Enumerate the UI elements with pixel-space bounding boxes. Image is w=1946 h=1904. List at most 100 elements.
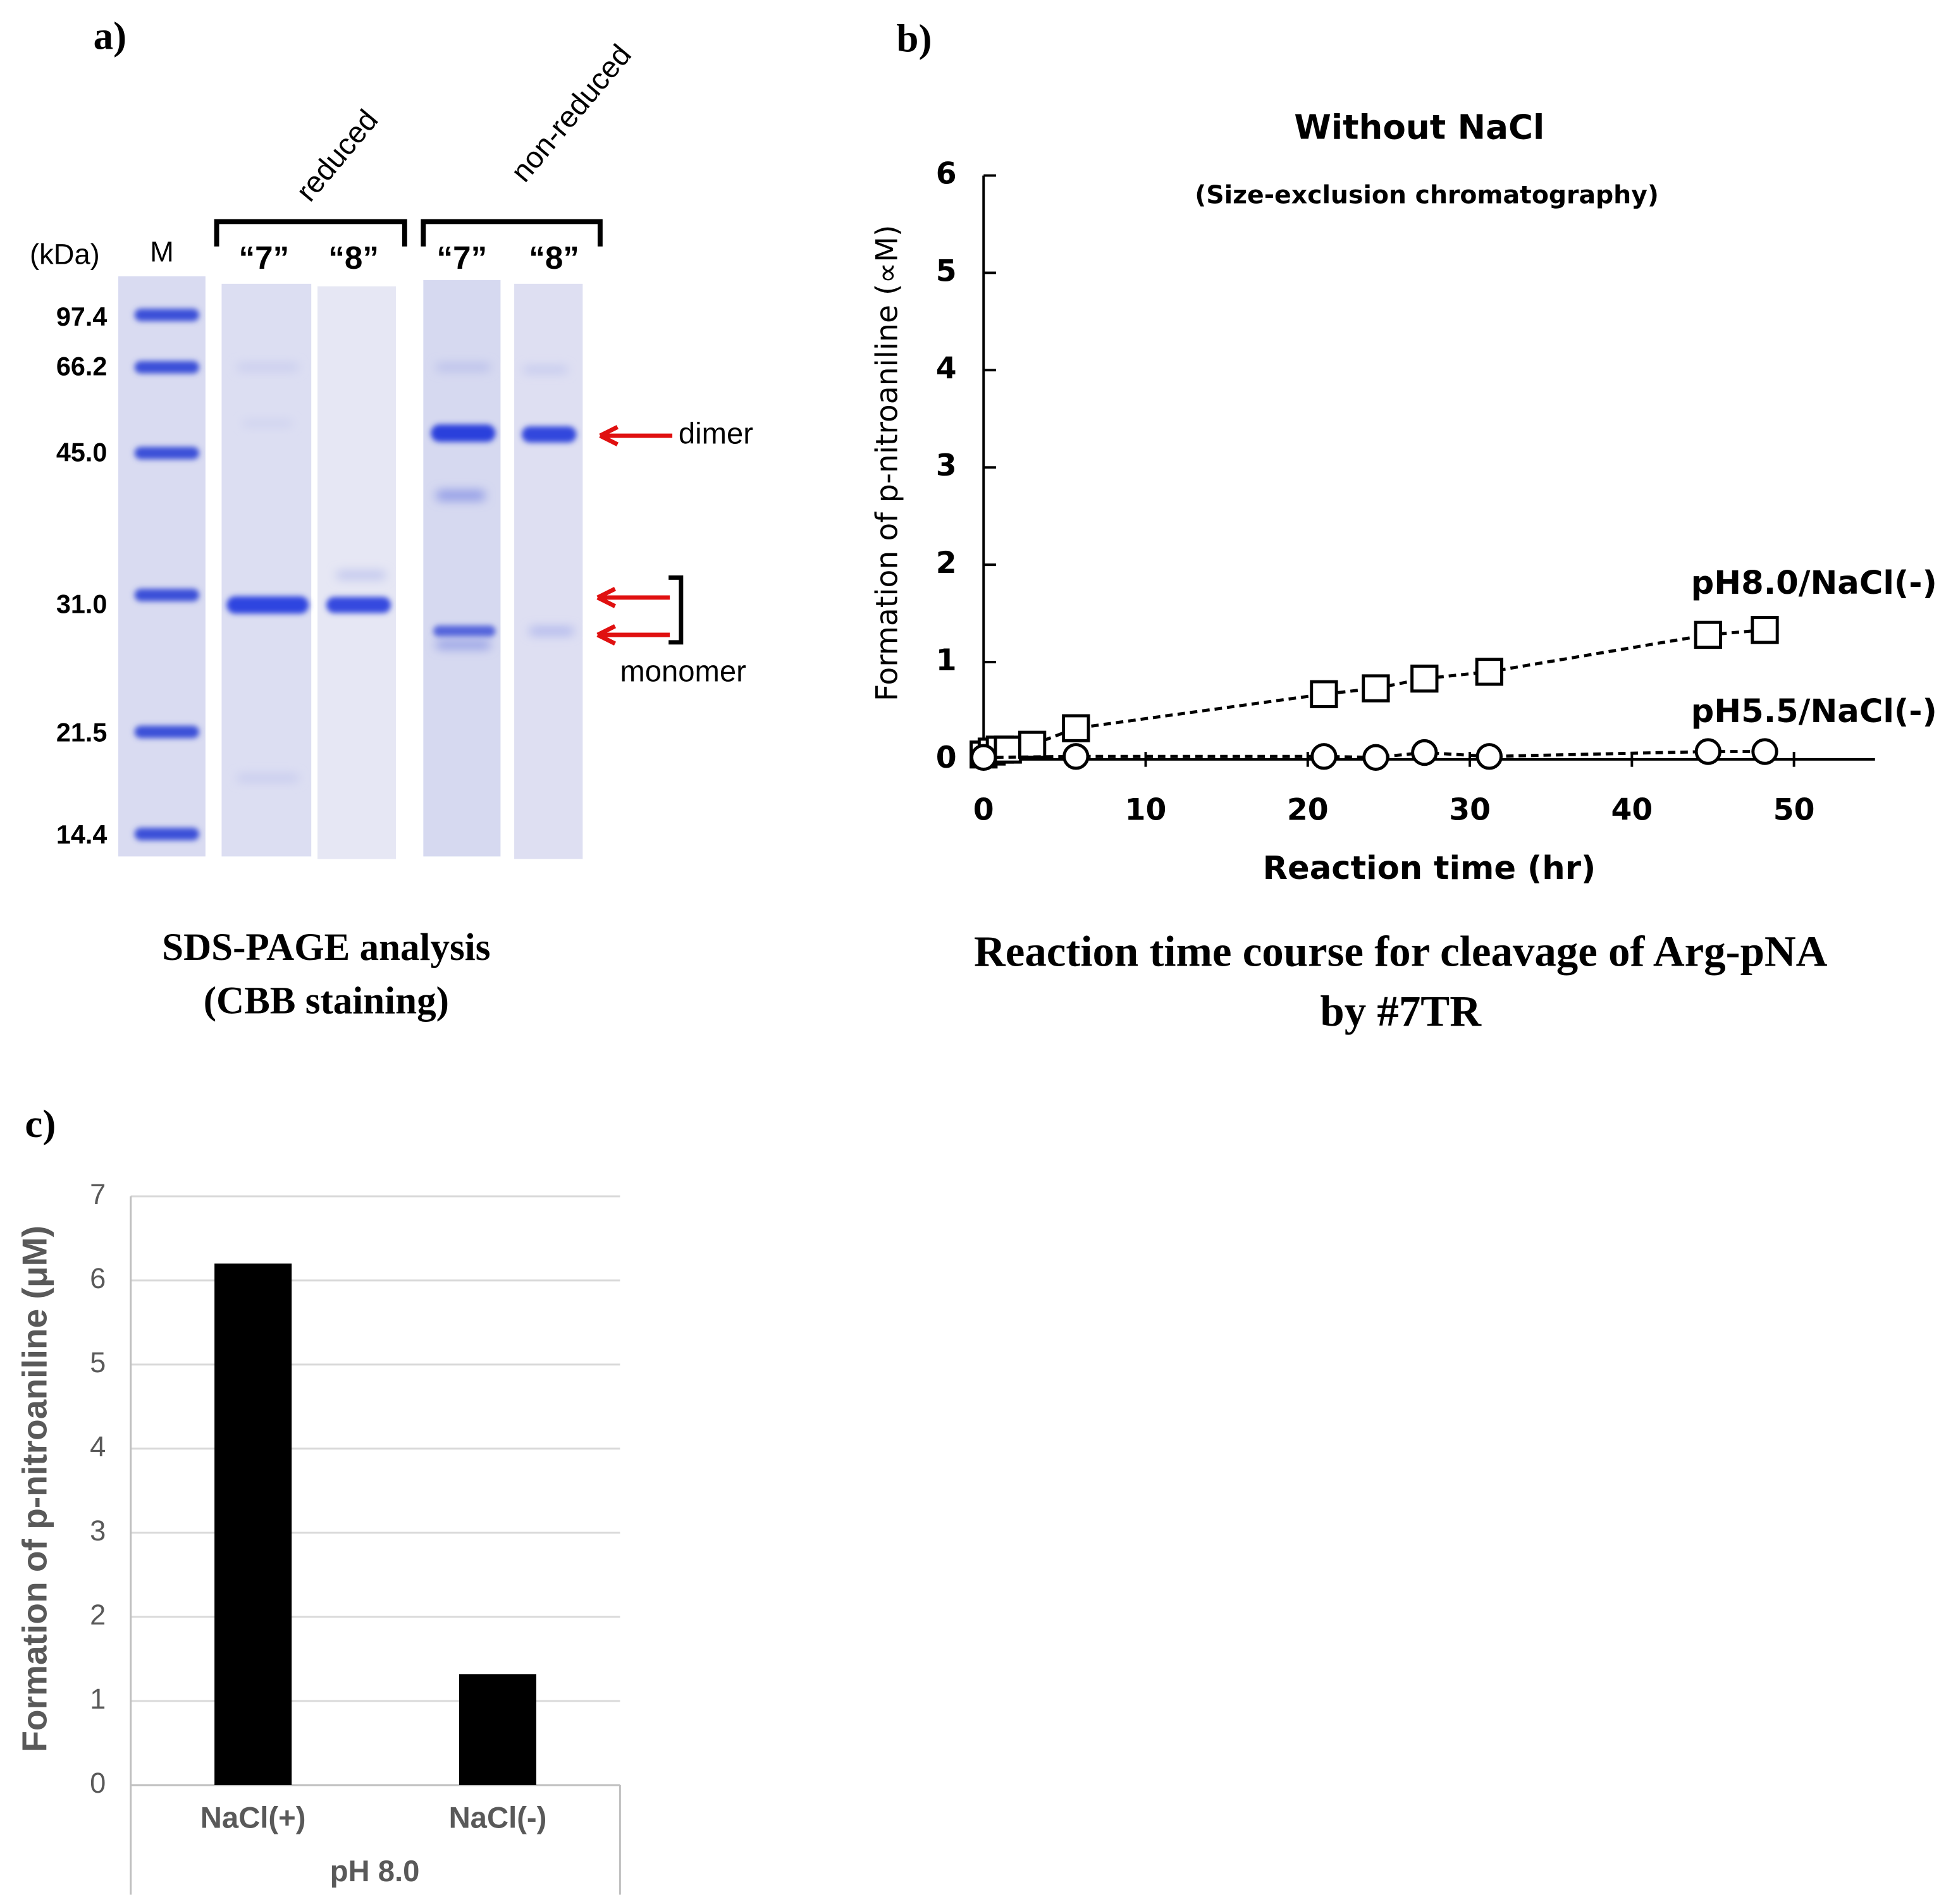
caption: SDS-PAGE analysis	[162, 926, 490, 969]
y-tick-label: 6	[90, 1262, 106, 1294]
x-tick-label: NaCl(+)	[200, 1802, 306, 1835]
caption: by #7TR	[1320, 987, 1482, 1035]
data-point	[1751, 616, 1779, 644]
data-point	[1411, 739, 1438, 766]
marker-label: 14.4	[56, 820, 107, 849]
group-label: reduced	[290, 104, 385, 208]
band	[436, 490, 486, 501]
y-tick-label: 0	[936, 740, 957, 775]
x-axis-label: Reaction time (hr)	[1263, 849, 1596, 887]
band	[242, 421, 293, 426]
band	[134, 725, 200, 739]
data-point	[1475, 658, 1503, 686]
marker-label: 31.0	[56, 590, 107, 619]
y-tick-label: 1	[90, 1683, 106, 1715]
panel-label: a)	[94, 13, 126, 58]
caption: (CBB staining)	[204, 980, 449, 1023]
y-tick-label: 6	[936, 157, 957, 192]
band	[433, 625, 496, 637]
bar	[459, 1674, 537, 1785]
chart-subtitle: (Size-exclusion chromatography)	[1195, 181, 1659, 210]
band	[134, 589, 200, 601]
chart-title: Without NaCl	[1294, 107, 1544, 147]
data-point	[1410, 664, 1439, 693]
bracket	[668, 575, 684, 645]
x-axis-label: pH 8.0	[330, 1855, 420, 1888]
x-tick-label: 30	[1449, 793, 1491, 828]
y-tick-label: 3	[936, 448, 957, 483]
panel-label: c)	[25, 1102, 56, 1146]
band	[522, 366, 568, 373]
lane-label: M	[150, 236, 174, 268]
series-label: pH5.5/NaCl(-)	[1691, 692, 1937, 730]
x-tick-label: 50	[1773, 793, 1815, 828]
bracket	[214, 219, 407, 247]
band	[134, 360, 200, 374]
y-tick-label: 2	[936, 546, 957, 580]
band	[226, 596, 309, 614]
y-tick-label: 4	[936, 351, 957, 386]
data-point	[1062, 714, 1090, 742]
marker-label: 66.2	[56, 352, 107, 381]
band-label: monomer	[620, 655, 746, 689]
marker-label: 21.5	[56, 718, 107, 747]
arrow	[599, 425, 673, 446]
data-point	[1475, 743, 1503, 770]
lane	[423, 279, 501, 857]
band	[134, 446, 200, 460]
group-label: non-reduced	[505, 39, 638, 188]
lane-label: “8”	[328, 240, 379, 276]
band	[134, 828, 200, 840]
lane	[221, 283, 312, 857]
gel-image	[118, 276, 583, 859]
band	[237, 774, 299, 782]
data-point	[1362, 744, 1389, 771]
x-tick-label: 20	[1287, 793, 1329, 828]
band	[237, 363, 299, 371]
band	[336, 571, 386, 579]
series-label: pH8.0/NaCl(-)	[1691, 564, 1937, 602]
band	[529, 627, 574, 635]
lane	[514, 283, 583, 859]
lane-label: “7”	[239, 240, 290, 276]
bracket	[421, 219, 603, 247]
y-tick-label: 5	[936, 254, 957, 288]
y-tick-label: 3	[90, 1514, 106, 1547]
data-point	[1062, 743, 1090, 770]
band	[521, 426, 577, 443]
x-tick-label: NaCl(-)	[449, 1802, 547, 1835]
band-label: dimer	[679, 417, 753, 451]
lane-label: “7”	[437, 240, 488, 276]
band	[326, 596, 391, 613]
band	[134, 309, 200, 321]
y-axis-label: Formation of p-nitroaniline (∝M)	[870, 225, 905, 701]
data-point	[1362, 674, 1390, 703]
y-axis-label: Formation of p-nitroaniline (μM)	[15, 1225, 54, 1752]
data-point	[1751, 738, 1778, 765]
data-point	[1310, 680, 1338, 708]
x-tick-label: 0	[973, 793, 994, 828]
data-point	[1310, 743, 1338, 770]
unit-label: (kDa)	[30, 238, 100, 270]
data-point	[1018, 730, 1047, 759]
x-tick-label: 40	[1611, 793, 1653, 828]
panel-label: b)	[896, 16, 932, 60]
y-tick-label: 2	[90, 1599, 106, 1631]
data-point	[970, 744, 997, 771]
data-point	[1694, 620, 1722, 649]
band	[431, 424, 496, 442]
data-point	[1694, 738, 1721, 765]
band	[436, 641, 491, 649]
lane-label: “8”	[529, 240, 579, 276]
arrow	[596, 624, 670, 646]
series-line	[983, 750, 1765, 759]
y-tick-label: 7	[90, 1178, 106, 1210]
y-tick-label: 0	[90, 1767, 106, 1799]
band	[436, 363, 491, 371]
y-tick-label: 1	[936, 643, 957, 678]
marker-label: 97.4	[56, 302, 107, 331]
bar	[214, 1263, 292, 1785]
y-tick-label: 5	[90, 1346, 106, 1379]
